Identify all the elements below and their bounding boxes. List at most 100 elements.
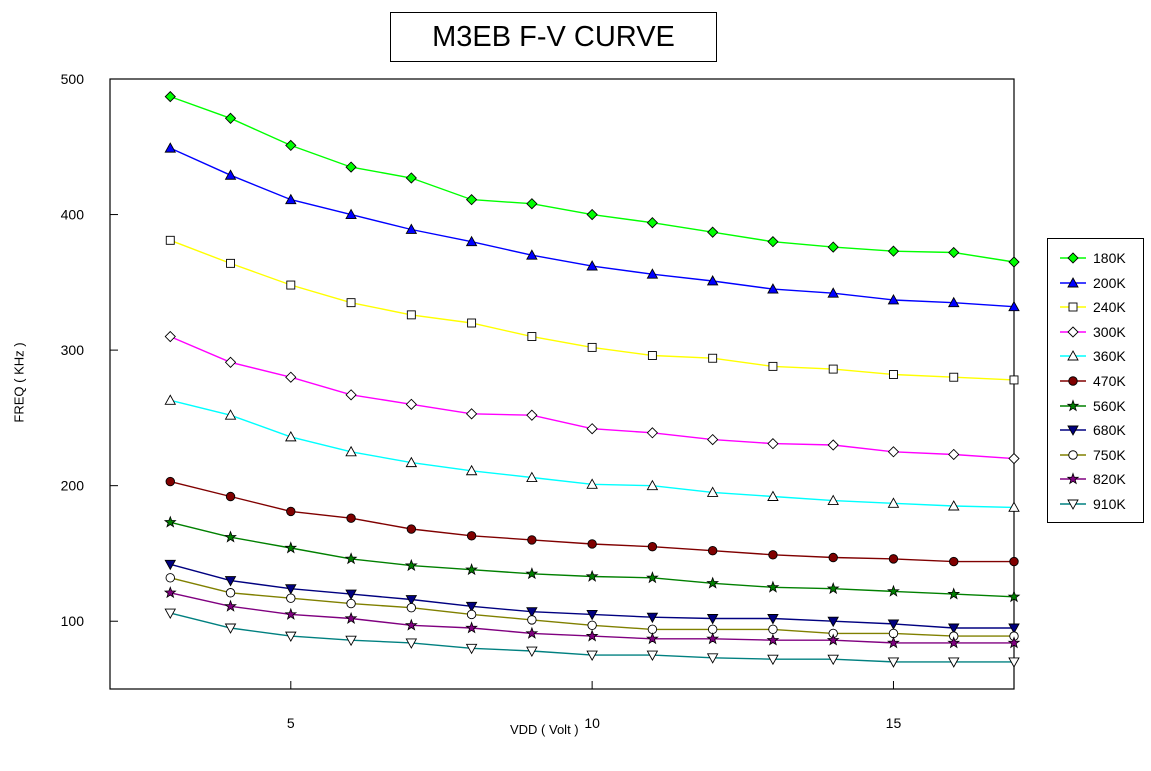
- legend-item: 360K: [1048, 346, 1145, 366]
- data-point: [163, 515, 177, 528]
- legend-swatch: [1060, 252, 1086, 264]
- data-point: [827, 439, 839, 451]
- data-point: [947, 636, 961, 649]
- data-point: [405, 223, 418, 234]
- legend-swatch: [1060, 398, 1086, 411]
- legend-swatch: [1060, 450, 1086, 460]
- data-point: [706, 653, 719, 664]
- data-point: [887, 584, 900, 597]
- data-point: [344, 611, 358, 624]
- data-point: [406, 602, 417, 613]
- data-point: [947, 296, 960, 308]
- chart-title: M3EB F-V CURVE: [432, 20, 675, 53]
- series-240K: [165, 235, 1019, 385]
- data-point: [345, 389, 357, 401]
- data-point: [165, 573, 175, 583]
- legend-marker: [1066, 472, 1080, 485]
- data-point: [706, 576, 719, 589]
- data-point: [887, 294, 900, 305]
- legend-marker: [1067, 350, 1079, 361]
- series-layer: [163, 90, 1021, 668]
- data-point: [224, 599, 237, 612]
- series-680K: [164, 559, 1020, 634]
- data-point: [1009, 556, 1019, 567]
- data-point: [768, 550, 778, 560]
- chart-title-box: M3EB F-V CURVE: [390, 12, 717, 62]
- data-point: [767, 283, 779, 294]
- data-point: [346, 298, 356, 308]
- data-point: [465, 562, 478, 576]
- data-point: [826, 581, 840, 595]
- data-point: [647, 541, 658, 552]
- data-point: [888, 554, 899, 564]
- data-point: [947, 587, 961, 600]
- data-point: [1008, 501, 1020, 512]
- data-point: [647, 351, 657, 360]
- data-point: [646, 479, 659, 491]
- data-point: [285, 139, 297, 152]
- data-point: [527, 332, 537, 342]
- data-point: [585, 629, 599, 642]
- data-point: [225, 491, 236, 502]
- series-470K: [165, 476, 1019, 567]
- data-point: [286, 280, 296, 290]
- data-point: [527, 535, 537, 545]
- data-point: [1007, 590, 1021, 603]
- data-point: [646, 427, 659, 439]
- legend-item: 750K: [1048, 445, 1145, 465]
- series-line: [170, 399, 1015, 509]
- legend-marker: [1067, 425, 1079, 437]
- data-point: [404, 618, 418, 631]
- legend-label: 300K: [1093, 323, 1126, 340]
- data-point: [526, 607, 538, 618]
- data-point: [224, 169, 237, 180]
- series-200K: [164, 142, 1020, 312]
- data-point: [285, 584, 297, 595]
- series-line: [170, 147, 1015, 308]
- data-point: [165, 476, 175, 487]
- data-point: [646, 632, 659, 645]
- data-point: [947, 657, 960, 668]
- x-tick-label: 10: [584, 715, 600, 731]
- data-point: [1008, 657, 1020, 668]
- data-point: [527, 615, 537, 625]
- legend-item: 820K: [1048, 469, 1145, 489]
- data-point: [526, 198, 538, 210]
- y-tick-label: 100: [61, 613, 85, 629]
- data-point: [707, 433, 719, 446]
- y-tick-label: 400: [61, 207, 85, 223]
- data-point: [827, 287, 839, 298]
- data-point: [707, 546, 718, 556]
- data-point: [767, 654, 779, 666]
- data-point: [285, 631, 297, 643]
- data-point: [706, 632, 720, 645]
- legend-swatch: [1060, 376, 1086, 386]
- legend-item: 300K: [1048, 322, 1145, 342]
- data-point: [405, 456, 418, 468]
- data-point: [467, 318, 477, 328]
- data-point: [224, 409, 237, 420]
- data-point: [466, 531, 477, 541]
- data-point: [346, 513, 356, 523]
- legend-swatch: [1060, 472, 1086, 485]
- data-point: [767, 438, 779, 450]
- legend-label: 240K: [1093, 299, 1126, 316]
- legend-item: 200K: [1048, 273, 1145, 293]
- data-point: [345, 635, 357, 647]
- data-point: [285, 430, 297, 442]
- data-point: [224, 356, 237, 368]
- data-point: [887, 636, 900, 649]
- data-point: [767, 236, 779, 248]
- data-point: [164, 608, 177, 620]
- data-point: [646, 650, 659, 662]
- legend-swatch: [1060, 499, 1086, 510]
- data-point: [405, 638, 418, 649]
- data-point: [949, 556, 959, 567]
- legend-label: 750K: [1093, 446, 1126, 463]
- legend-swatch: [1060, 276, 1086, 288]
- series-line: [170, 335, 1015, 460]
- data-point: [164, 330, 176, 343]
- plot-frame: [109, 78, 1015, 690]
- data-point: [345, 208, 357, 220]
